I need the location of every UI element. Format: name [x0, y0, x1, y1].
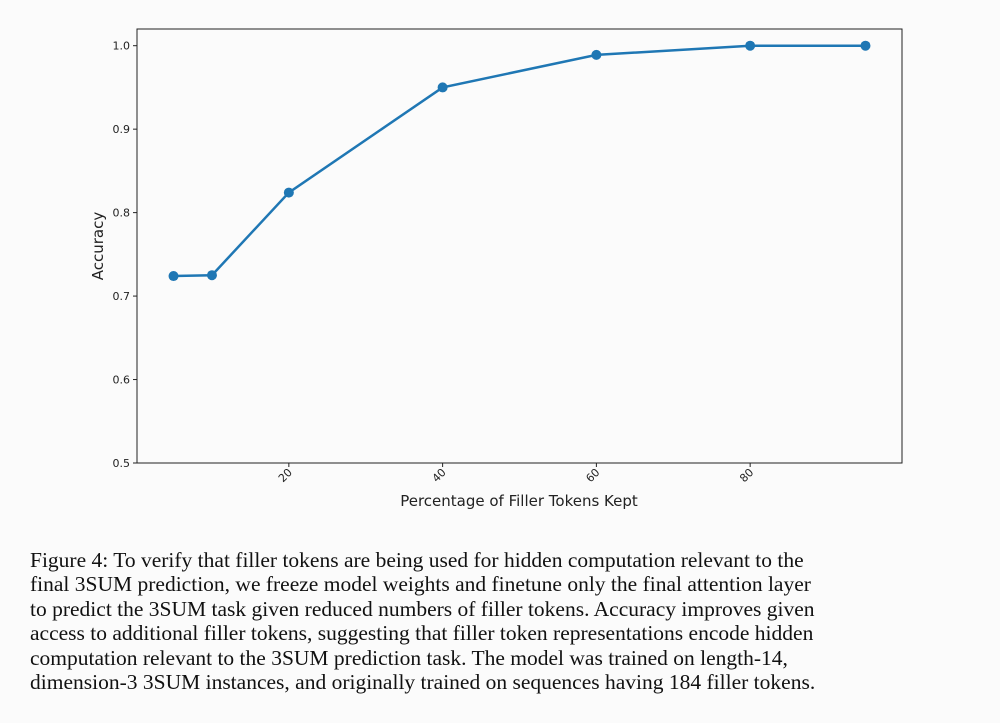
data-point — [745, 40, 756, 51]
chart: Percentage of Filler Tokens Kept Accurac… — [89, 28, 903, 510]
caption-line: to predict the 3SUM task given reduced n… — [30, 596, 815, 621]
caption-line: Figure 4: To verify that filler tokens a… — [30, 548, 804, 572]
data-point — [591, 49, 602, 60]
caption: Figure 4: To verify that filler tokens a… — [30, 548, 980, 694]
caption-line: dimension-3 3SUM instances, and original… — [30, 670, 816, 695]
caption-line: final 3SUM prediction, we freeze model w… — [30, 572, 811, 597]
caption-line: computation relevant to the 3SUM predict… — [30, 645, 788, 670]
data-point — [206, 270, 217, 281]
data-line — [173, 44, 866, 278]
x-axis-label: Percentage of Filler Tokens Kept — [400, 492, 638, 510]
x-tick-label: 40 — [430, 466, 449, 485]
plot-frame — [136, 28, 903, 464]
data-point — [860, 40, 871, 51]
y-tick-label: 0.7 — [113, 290, 131, 303]
x-tick-label: 60 — [583, 466, 602, 485]
y-tick-label: 0.8 — [113, 207, 131, 220]
data-point — [168, 271, 179, 282]
x-tick-label: 80 — [737, 466, 756, 485]
y-tick-label: 0.6 — [113, 374, 131, 387]
y-tick-label: 0.9 — [113, 123, 131, 136]
y-axis-label: Accuracy — [89, 212, 107, 281]
data-point — [283, 187, 294, 198]
y-tick-label: 0.5 — [113, 457, 131, 470]
data-point — [437, 82, 448, 93]
y-tick-label: 1.0 — [113, 40, 131, 53]
caption-line: access to additional filler tokens, sugg… — [30, 621, 814, 646]
x-tick-label: 20 — [276, 466, 295, 485]
